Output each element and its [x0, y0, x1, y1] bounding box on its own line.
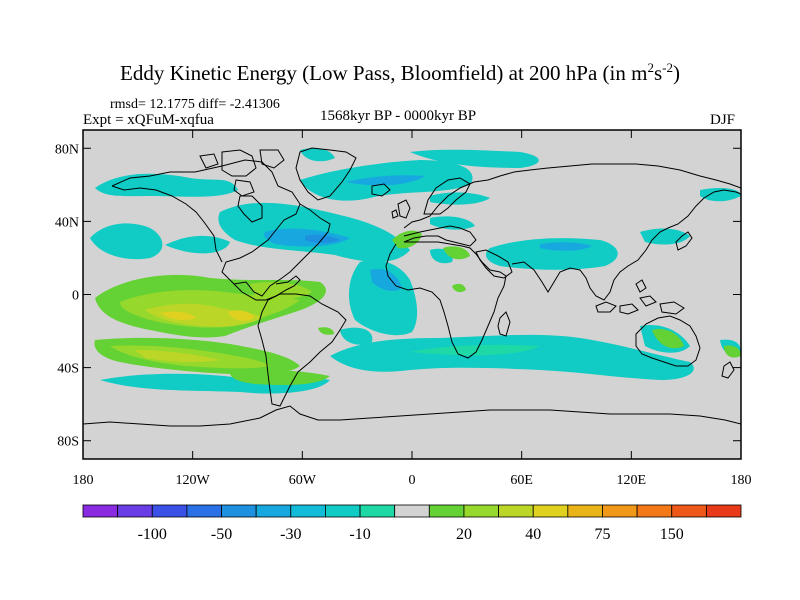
- x-tick-label: 120E: [617, 473, 647, 488]
- x-axis: 180 120W 60W 0 60E 120E 180: [73, 130, 752, 488]
- coastline-africa: [385, 241, 507, 359]
- coastline-south-america: [257, 293, 347, 407]
- colorbar-label: 40: [525, 526, 541, 543]
- colorbar-label: 75: [594, 526, 610, 543]
- colorbar-swatch: [151, 504, 188, 518]
- colorbar-swatch: [255, 504, 292, 518]
- colorbar-swatch: [636, 504, 673, 518]
- colorbar-swatch: [428, 504, 465, 518]
- anomaly-australia-north: [652, 328, 684, 349]
- colorbar-swatch: [290, 504, 326, 518]
- anomaly-asian-jet-core: [540, 242, 592, 251]
- colorbar-swatch: [602, 504, 638, 518]
- season-label: DJF: [710, 112, 736, 128]
- anomaly-eastern-pacific-peak: [160, 311, 196, 321]
- anomaly-south-atlantic: [340, 327, 373, 345]
- anomaly-tropical-atlantic: [348, 260, 418, 336]
- colorbar-swatch: [221, 504, 257, 518]
- coastline-mediterranean: [403, 225, 477, 247]
- coastline-europe: [403, 163, 741, 229]
- stats-label: rmsd= 12.1775 diff= -2.41306: [110, 97, 280, 112]
- coastline-layer: [83, 147, 741, 427]
- colorbar-swatch: [671, 504, 707, 518]
- anomaly-pacific-mid: [165, 235, 230, 254]
- coastline-canadian-islands: [199, 149, 285, 197]
- anomaly-eastern-pacific-high: [145, 303, 262, 327]
- y-tick-label: 40N: [55, 215, 79, 230]
- colorbar-swatch: [186, 504, 222, 518]
- coastline-arabia: [475, 249, 513, 279]
- colorbar-swatch: [325, 504, 361, 518]
- coastline-greenland: [295, 147, 357, 201]
- colorbar-label: 20: [456, 526, 472, 543]
- anomaly-sahara-small: [452, 283, 466, 293]
- anomaly-greenland: [300, 148, 335, 162]
- experiment-label: Expt = xQFuM-xqfua: [83, 112, 214, 128]
- colorbar-swatch: [117, 504, 153, 518]
- anomaly-tropical-atlantic-core: [370, 268, 402, 291]
- colorbar-swatch: [705, 504, 742, 518]
- anomaly-north-pacific-storm-track: [90, 223, 163, 260]
- anomaly-mediterranean: [392, 230, 422, 249]
- colorbar-label: 150: [660, 526, 684, 543]
- coastline-iceland: [371, 183, 391, 197]
- coastline-north-america: [111, 159, 331, 297]
- x-tick-label: 120W: [176, 473, 211, 488]
- anomaly-south-pacific-west: [318, 327, 334, 335]
- anomaly-tasman: [724, 345, 741, 358]
- anomaly-north-pacific-north: [95, 173, 238, 197]
- colorbar-label: -10: [349, 526, 370, 543]
- y-axis: 80N 40N 0 40S 80S: [55, 142, 741, 450]
- y-tick-label: 80S: [57, 435, 79, 450]
- coastline-new-zealand: [721, 361, 735, 379]
- x-tick-label: 180: [731, 473, 752, 488]
- coastline-central-america: [233, 275, 301, 301]
- coastline-southeast-asia-islands: [595, 279, 685, 315]
- colorbar-swatch: [567, 504, 603, 518]
- coastline-british-isles: [391, 199, 411, 219]
- colorbar-swatch: [82, 504, 119, 518]
- anomaly-south-america-subtropics: [250, 282, 312, 300]
- anomaly-south-pacific-south: [100, 373, 330, 394]
- coastline-japan: [675, 231, 693, 251]
- colorbar-swatch: [394, 504, 430, 518]
- colorbar-label: -30: [280, 526, 301, 543]
- anomaly-arabia: [443, 246, 470, 260]
- coastline-hudson-bay: [237, 195, 263, 223]
- colorbar-label: -50: [211, 526, 232, 543]
- anomaly-europe: [430, 192, 490, 205]
- anomaly-arctic-edge: [410, 149, 539, 168]
- y-tick-label: 0: [72, 289, 79, 304]
- chart-title: Eddy Kinetic Energy (Low Pass, Bloomfiel…: [120, 60, 680, 85]
- coastline-australia: [635, 315, 701, 367]
- anomaly-central-asia: [430, 216, 475, 230]
- x-tick-label: 60W: [289, 473, 317, 488]
- colorbar: -100 -50 -30 -10 20 40 75 150: [82, 504, 742, 543]
- anomaly-south-pacific-core: [135, 350, 220, 363]
- anomaly-southern-ocean-core: [410, 344, 540, 356]
- colorbar-swatch: [359, 504, 396, 518]
- coastline-madagascar: [497, 311, 511, 337]
- anomaly-field-layer: [90, 148, 741, 394]
- colorbar-swatch: [463, 504, 499, 518]
- y-tick-label: 80N: [55, 142, 79, 157]
- colorbar-label: -100: [138, 526, 167, 543]
- x-tick-label: 180: [73, 473, 94, 488]
- period-label: 1568kyr BP - 0000kyr BP: [320, 108, 477, 124]
- coastline-south-asia: [511, 189, 741, 301]
- colorbar-swatch: [532, 504, 569, 518]
- colorbar-swatch: [498, 504, 534, 518]
- anomaly-eastern-pacific-peak2: [228, 310, 254, 321]
- coastline-antarctica: [83, 405, 741, 427]
- x-tick-label: 0: [409, 473, 416, 488]
- anomaly-north-atlantic-core: [345, 175, 425, 186]
- coastline-scandinavia: [423, 177, 471, 215]
- x-tick-label: 60E: [510, 473, 533, 488]
- y-tick-label: 40S: [57, 362, 79, 377]
- anomaly-southern-ocean: [330, 334, 694, 380]
- coastline-gulf-mexico: [111, 185, 223, 263]
- anomaly-subtropical-s-pacific: [229, 369, 330, 386]
